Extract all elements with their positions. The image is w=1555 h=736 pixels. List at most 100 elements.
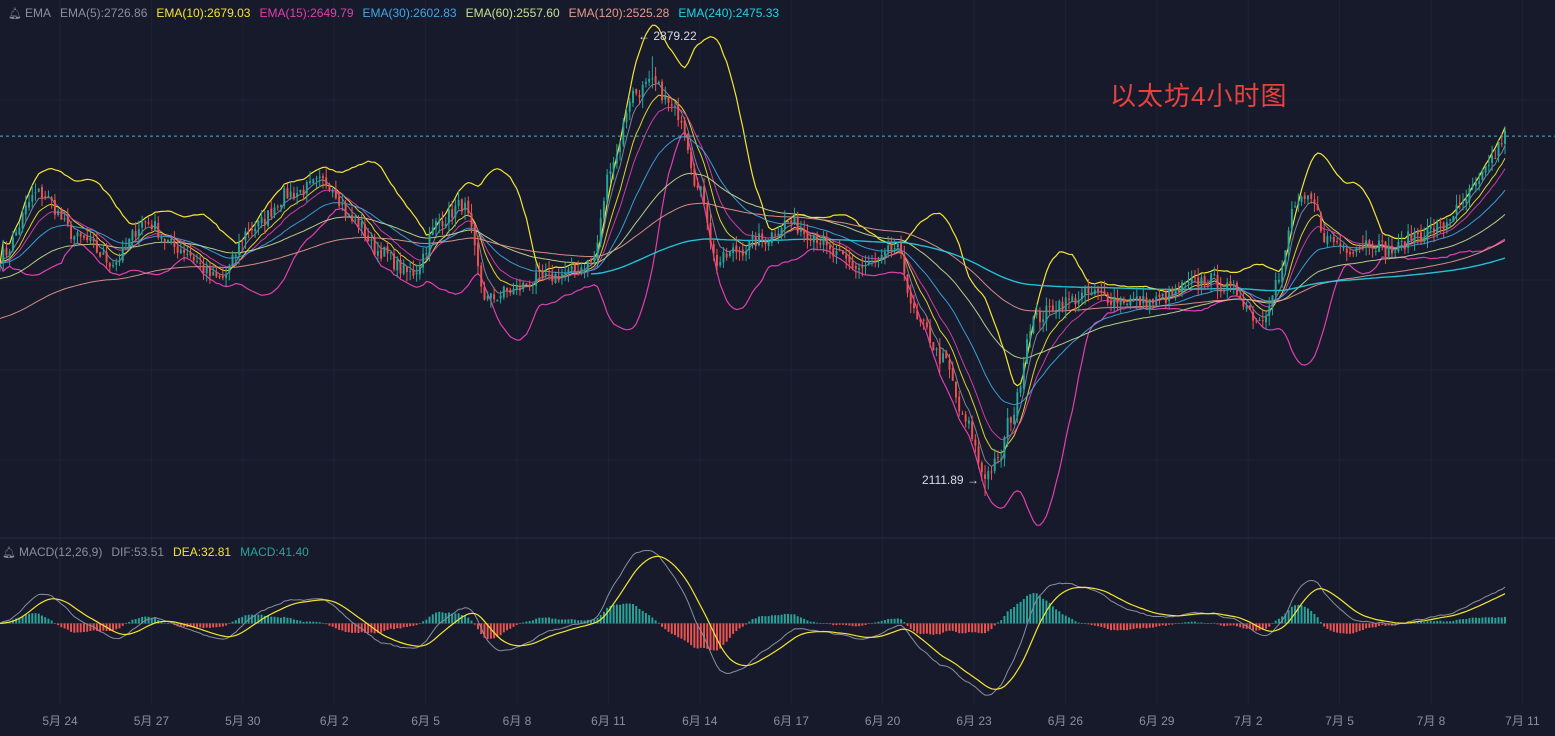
macd-histogram-bar (531, 620, 534, 624)
macd-histogram-bar (1200, 622, 1203, 624)
candle-body (412, 269, 415, 276)
candle-body (2, 249, 5, 264)
macd-histogram-bar (1161, 623, 1164, 626)
macd-histogram-bar (1439, 620, 1442, 624)
candle-body (244, 231, 247, 241)
macd-histogram-bar (1284, 613, 1287, 624)
candle-body (1491, 155, 1494, 163)
candle-body (935, 348, 938, 350)
macd-histogram-bar (464, 615, 467, 624)
candle-body (37, 188, 40, 192)
candle-body (861, 265, 864, 268)
candle-body (683, 120, 686, 135)
macd-histogram-bar (1342, 623, 1345, 634)
macd-histogram-bar (357, 623, 360, 634)
candle-body (1003, 437, 1006, 459)
macd-histogram-bar (47, 618, 50, 624)
candle-body (641, 84, 644, 98)
candle-body (1119, 298, 1122, 305)
candle-body (257, 221, 260, 227)
macd-histogram-bar (770, 615, 773, 624)
candle-body (774, 234, 777, 236)
chart-annotation: 以太坊4小时图 (1110, 81, 1288, 111)
candle-body (1397, 242, 1400, 252)
macd-histogram-bar (551, 618, 554, 624)
candle-body (373, 237, 376, 255)
candle-body (580, 267, 583, 273)
macd-histogram-bar (176, 623, 179, 627)
macd-histogram-bar (1261, 623, 1264, 630)
dea-legend: DEA:32.81 (173, 545, 232, 559)
dif-line (0, 550, 1506, 696)
candle-body (53, 200, 56, 215)
candle-body (341, 203, 344, 205)
macd-histogram-bar (477, 623, 479, 630)
macd-histogram-bar (1504, 616, 1506, 624)
macd-histogram-bar (799, 617, 802, 624)
macd-histogram-bar (1436, 620, 1439, 624)
macd-histogram-bar (809, 621, 812, 624)
macd-histogram-bar (606, 607, 609, 624)
candles (0, 56, 1506, 496)
candle-body (745, 251, 748, 255)
candle-body (166, 240, 169, 242)
macd-histogram-bar (1242, 623, 1245, 629)
candle-body (405, 266, 408, 273)
candle-body (1055, 309, 1058, 313)
x-tick-label: 7月 2 (1233, 714, 1263, 728)
macd-histogram-bar (376, 623, 379, 633)
candle-body (1045, 305, 1048, 321)
candle-body (551, 273, 554, 282)
candle-body (399, 259, 402, 274)
candle-body (1287, 230, 1290, 250)
macd-histogram-bar (1077, 622, 1080, 624)
bell-icon[interactable]: 🔔︎ (2, 546, 16, 559)
macd-histogram-bar (996, 622, 999, 624)
macd-histogram-bar (602, 611, 605, 624)
candle-body (1184, 281, 1187, 284)
macd-histogram-bar (1168, 623, 1171, 625)
ema120-legend: EMA(120):2525.28 (568, 6, 670, 20)
candle-body (699, 186, 702, 191)
candle-body (696, 185, 699, 188)
macd-histogram-bar (1235, 623, 1238, 627)
macd-histogram-bar (351, 623, 353, 633)
macd-histogram-bar (1113, 623, 1116, 630)
macd-histogram-bar (677, 623, 680, 638)
candle-body (1445, 222, 1448, 230)
macd-histogram-bar (1119, 623, 1122, 630)
macd-histogram-bar (128, 621, 131, 624)
candle-body (1129, 298, 1132, 306)
candle-body (919, 318, 922, 322)
macd-histogram-bar (218, 623, 221, 627)
macd-histogram-bar (270, 616, 273, 624)
candle-body (254, 228, 257, 232)
candle-body (189, 252, 192, 256)
macd-histogram-bar (1232, 623, 1235, 626)
macd-histogram-bar (1371, 623, 1374, 628)
macd-histogram-bar (60, 623, 63, 628)
macd-histogram-bar (1474, 617, 1477, 624)
macd-histogram-bar (428, 616, 431, 624)
candle-body (1148, 299, 1151, 309)
candle-body (1074, 297, 1077, 305)
candle-body (454, 205, 457, 218)
bell-icon[interactable]: 🔔︎ (8, 7, 22, 20)
candle-body (1071, 296, 1074, 303)
macd-histogram-bar (441, 612, 444, 624)
candle-body (376, 250, 379, 256)
macd-histogram-bar (360, 623, 363, 633)
candle-body (1429, 226, 1432, 229)
macd-histogram-bar (1171, 623, 1174, 625)
candle-body (334, 189, 337, 199)
candle-body (1193, 277, 1196, 279)
macd-histogram-bar (1206, 623, 1209, 625)
macd-histogram-bar (451, 613, 454, 624)
candle-body (1084, 287, 1087, 295)
candle-body (228, 265, 231, 273)
macd-histogram-bar (228, 623, 231, 625)
candle-body (247, 231, 250, 233)
macd-histogram-bar (557, 619, 560, 624)
candle-body (590, 259, 592, 262)
